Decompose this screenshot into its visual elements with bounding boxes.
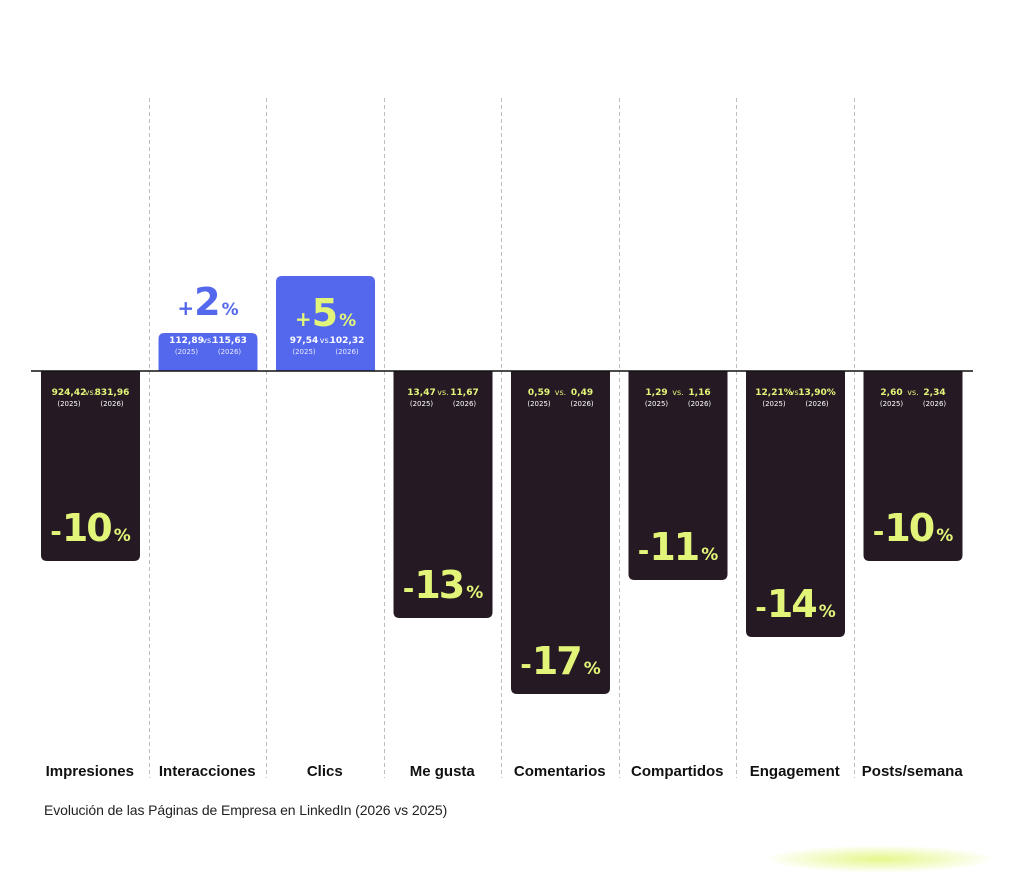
bar-posts-semana xyxy=(863,371,963,561)
percent-change-label: +5% xyxy=(295,291,356,335)
percent-change-label: -13% xyxy=(403,563,484,607)
year-2026-label: (2026) xyxy=(923,400,947,408)
vs-label: vs. xyxy=(437,388,448,397)
bar-clics xyxy=(276,276,375,371)
vs-label: vs. xyxy=(907,388,918,397)
vs-label: vs. xyxy=(202,336,213,345)
year-2025-label: (2025) xyxy=(292,348,316,356)
category-label: Posts/semana xyxy=(862,763,964,780)
category-label: Impresiones xyxy=(46,763,134,780)
percent-change-label: +2% xyxy=(177,280,238,324)
value-2026: 13,90% xyxy=(798,388,836,398)
year-2025-label: (2025) xyxy=(410,400,434,408)
percent-change-label: -11% xyxy=(638,525,719,569)
category-label: Clics xyxy=(307,763,343,780)
value-2025: 2,60 xyxy=(880,388,902,398)
vs-label: vs. xyxy=(555,388,566,397)
value-2026: 0,49 xyxy=(571,388,593,398)
bar-comentarios xyxy=(511,371,610,694)
percent-change-label: -14% xyxy=(755,582,836,626)
year-2026-label: (2026) xyxy=(100,400,124,408)
vs-label: vs. xyxy=(85,388,96,397)
year-2025-label: (2025) xyxy=(527,400,551,408)
vs-label: vs. xyxy=(320,336,331,345)
year-2026-label: (2026) xyxy=(218,348,242,356)
chart-caption: Evolución de las Páginas de Empresa en L… xyxy=(44,802,448,818)
year-2026-label: (2026) xyxy=(335,348,359,356)
vs-label: vs. xyxy=(790,388,801,397)
year-2026-label: (2026) xyxy=(570,400,594,408)
bar-impresiones xyxy=(41,371,140,561)
year-2025-label: (2025) xyxy=(645,400,669,408)
bar-engagement xyxy=(746,371,845,637)
bar-me-gusta xyxy=(393,371,493,618)
percent-change-label: -10% xyxy=(873,506,954,550)
value-2025: 1,29 xyxy=(645,388,667,398)
value-2025: 0,59 xyxy=(528,388,550,398)
year-2025-label: (2025) xyxy=(762,400,786,408)
percent-change-label: -17% xyxy=(520,639,601,683)
vs-label: vs. xyxy=(672,388,683,397)
value-2026: 2,34 xyxy=(923,388,945,398)
category-label: Comentarios xyxy=(514,763,606,780)
bar-compartidos xyxy=(628,371,728,580)
value-2026: 115,63 xyxy=(212,336,247,346)
year-2026-label: (2026) xyxy=(688,400,712,408)
decorative-glow xyxy=(770,846,990,872)
year-2025-label: (2025) xyxy=(57,400,81,408)
category-label: Interacciones xyxy=(159,763,256,780)
value-2025: 97,54 xyxy=(290,336,318,346)
bar-interacciones xyxy=(158,333,258,371)
value-2025: 924,42 xyxy=(52,388,87,398)
category-label: Engagement xyxy=(750,763,840,780)
year-2026-label: (2026) xyxy=(453,400,477,408)
value-2025: 13,47 xyxy=(407,388,435,398)
category-label: Compartidos xyxy=(631,763,724,780)
value-2026: 11,67 xyxy=(450,388,478,398)
year-2025-label: (2025) xyxy=(175,348,199,356)
value-2025: 112,89 xyxy=(169,336,204,346)
year-2025-label: (2025) xyxy=(880,400,904,408)
category-label: Me gusta xyxy=(410,763,476,780)
year-2026-label: (2026) xyxy=(805,400,829,408)
value-2026: 1,16 xyxy=(688,388,710,398)
value-2026: 831,96 xyxy=(95,388,130,398)
percent-change-label: -10% xyxy=(50,506,131,550)
value-2026: 102,32 xyxy=(330,336,365,346)
value-2025: 12,21% xyxy=(755,388,793,398)
